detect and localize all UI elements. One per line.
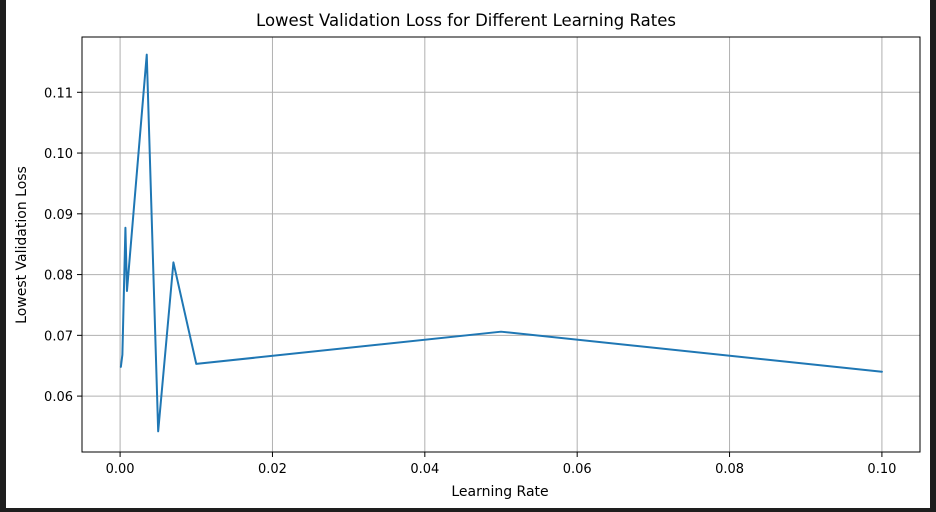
y-tick-label: 0.06 — [44, 390, 73, 405]
x-tick-label: 0.10 — [867, 462, 896, 477]
y-tick-label: 0.11 — [44, 86, 73, 101]
x-tick-label: 0.02 — [258, 462, 287, 477]
y-axis-label: Lowest Validation Loss — [14, 166, 30, 324]
x-axis: 0.00 0.02 0.04 0.06 0.08 0.10 — [106, 452, 896, 477]
x-tick-label: 0.04 — [410, 462, 439, 477]
y-axis: 0.06 0.07 0.08 0.09 0.10 0.11 — [44, 86, 82, 405]
x-tick-label: 0.08 — [715, 462, 744, 477]
chart-figure: Lowest Validation Loss for Different Lea… — [6, 0, 930, 508]
line-chart: Lowest Validation Loss for Different Lea… — [14, 11, 921, 500]
x-tick-label: 0.00 — [106, 462, 135, 477]
series-group — [119, 53, 883, 433]
x-tick-label: 0.06 — [563, 462, 592, 477]
plot-frame — [81, 36, 921, 453]
chart-title: Lowest Validation Loss for Different Lea… — [256, 11, 676, 30]
y-tick-label: 0.10 — [44, 147, 73, 162]
y-tick-label: 0.09 — [44, 208, 73, 223]
series-line — [119, 53, 883, 433]
x-axis-label: Learning Rate — [451, 484, 548, 500]
y-tick-label: 0.08 — [44, 269, 73, 284]
grid — [82, 37, 920, 452]
y-tick-label: 0.07 — [44, 329, 73, 344]
